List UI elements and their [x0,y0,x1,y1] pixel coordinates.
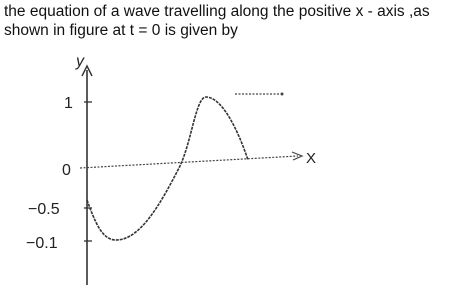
y-arrow [81,64,93,77]
x-arrow [291,151,304,161]
y-axis-label: y [75,53,85,70]
question-line: the equation of a wave travelling along … [4,3,430,20]
tick-label: 0 [62,162,71,179]
question-line: shown in figure at t = 0 is given by [4,22,238,39]
tick-label: 1 [64,95,73,112]
tick-label: −0.1 [26,235,58,252]
x-axis [79,155,299,169]
question-text: the equation of a wave travelling along … [4,2,430,40]
wave-curve [86,96,249,241]
dot [280,92,284,96]
tick-label: −0.5 [28,201,60,218]
x-axis-label: X [306,150,316,167]
